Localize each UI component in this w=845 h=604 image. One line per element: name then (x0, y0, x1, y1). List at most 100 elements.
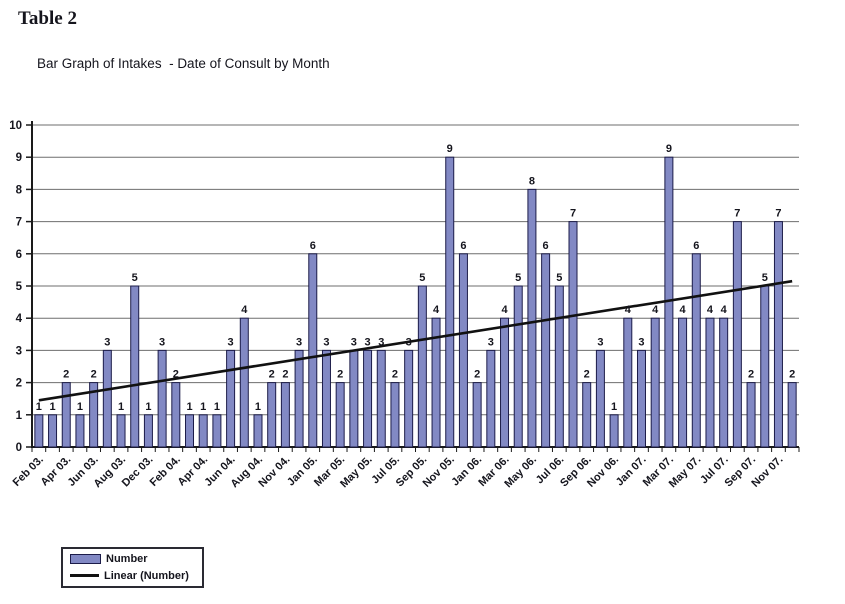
x-axis-tick-label: Feb 03. (11, 454, 46, 489)
bar (130, 285, 140, 448)
y-axis-tick-label: 4 (16, 313, 23, 325)
bar (417, 285, 427, 448)
bar (349, 349, 359, 448)
bar-value-label: 2 (173, 369, 179, 381)
bar-value-label: 2 (584, 369, 590, 381)
x-axis-tick-label: Feb 04. (148, 454, 183, 489)
y-axis-tick-label: 3 (16, 345, 22, 357)
bar (541, 253, 551, 448)
bar-value-label: 5 (132, 272, 138, 284)
bar-value-label: 2 (474, 369, 480, 381)
bar-value-label: 7 (734, 208, 740, 220)
bar (582, 382, 592, 448)
bar (48, 414, 58, 448)
y-axis-tick-label: 1 (16, 410, 23, 422)
bar (404, 349, 414, 448)
bar (527, 188, 537, 448)
bar-value-label: 1 (214, 401, 220, 413)
bar-value-label: 7 (570, 208, 576, 220)
bar (308, 253, 318, 448)
bar (568, 221, 578, 448)
bar-value-label: 2 (337, 369, 343, 381)
bar-value-label: 4 (625, 304, 632, 316)
bar-value-label: 5 (419, 272, 425, 284)
bar (746, 382, 756, 448)
bar-value-label: 3 (159, 336, 165, 348)
bar (513, 285, 523, 448)
bar (760, 285, 770, 448)
bar (143, 414, 153, 448)
bar-value-label: 6 (460, 240, 466, 252)
bar (431, 317, 441, 448)
bar (719, 317, 729, 448)
bar-value-label: 3 (104, 336, 110, 348)
y-axis-tick-label: 0 (16, 442, 22, 454)
bar (171, 382, 181, 448)
legend-label-number: Number (106, 553, 148, 566)
bar-value-label: 8 (529, 175, 535, 187)
bar-value-label: 1 (118, 401, 124, 413)
bar (787, 382, 797, 448)
bar (321, 349, 331, 448)
bar (294, 349, 304, 448)
y-axis-tick-label: 10 (9, 120, 22, 132)
bar (267, 382, 277, 448)
y-axis-tick-label: 2 (16, 378, 22, 390)
bar (458, 253, 468, 448)
bar-value-label: 4 (721, 304, 728, 316)
bar (376, 349, 386, 448)
bar-value-label: 2 (269, 369, 275, 381)
bar-value-label: 4 (241, 304, 248, 316)
bar-value-label: 3 (365, 336, 371, 348)
bar-value-label: 4 (652, 304, 659, 316)
legend-entry-number: Number (70, 553, 202, 565)
bar-value-label: 2 (282, 369, 288, 381)
bar-swatch-icon (70, 554, 101, 565)
y-axis-tick-label: 8 (16, 184, 23, 196)
bar-value-label: 1 (255, 401, 261, 413)
bar (157, 349, 167, 448)
bar-value-label: 3 (406, 336, 412, 348)
bar (61, 382, 71, 448)
bar-value-label: 7 (775, 208, 781, 220)
bar-value-label: 1 (49, 401, 55, 413)
page-title: Table 2 (18, 8, 77, 29)
bar-value-label: 3 (296, 336, 302, 348)
bar-value-label: 2 (789, 369, 795, 381)
bar-value-label: 3 (378, 336, 384, 348)
bar (226, 349, 236, 448)
bar (445, 156, 455, 448)
bar (773, 221, 783, 448)
bar-value-label: 2 (63, 369, 69, 381)
bar-value-label: 3 (597, 336, 603, 348)
bar-value-label: 1 (611, 401, 617, 413)
bar (732, 221, 742, 448)
bar-value-label: 2 (748, 369, 754, 381)
bar-value-label: 6 (543, 240, 549, 252)
bar (554, 285, 564, 448)
bar-value-label: 1 (186, 401, 192, 413)
bar (609, 414, 619, 448)
bar-value-label: 4 (501, 304, 508, 316)
bar (185, 414, 195, 448)
bar-value-label: 2 (392, 369, 398, 381)
chart-legend: Number Linear (Number) (61, 547, 204, 588)
bar (116, 414, 126, 448)
legend-label-linear: Linear (Number) (104, 569, 189, 582)
bar-value-label: 1 (145, 401, 151, 413)
bar-value-label: 6 (310, 240, 316, 252)
bar-value-label: 6 (693, 240, 699, 252)
bar-value-label: 3 (638, 336, 644, 348)
bar (212, 414, 222, 448)
bar-value-label: 5 (515, 272, 521, 284)
legend-entry-linear: Linear (Number) (70, 570, 202, 582)
bar-value-label: 1 (200, 401, 206, 413)
bar (280, 382, 290, 448)
bar (89, 382, 99, 448)
bar (198, 414, 208, 448)
bar (486, 349, 496, 448)
bar (335, 382, 345, 448)
y-axis-tick-label: 5 (16, 281, 23, 293)
bar (34, 414, 44, 448)
trendline (38, 279, 793, 402)
